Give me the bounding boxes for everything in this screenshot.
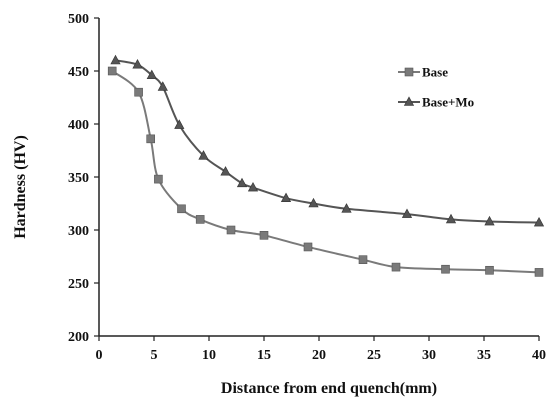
data-point-base-mo — [146, 69, 157, 80]
data-point-base — [534, 268, 544, 277]
data-point-base — [441, 264, 450, 274]
data-point-base — [177, 204, 186, 214]
y-tick-label: 400 — [68, 118, 89, 133]
y-tick-label: 200 — [68, 330, 89, 345]
legend: Base Base+Mo — [398, 65, 474, 110]
x-axis-title: Distance from end quench(mm) — [221, 380, 437, 397]
data-point-base-mo — [174, 119, 185, 129]
y-ticks: 200 250 300 350 400 450 500 — [68, 12, 99, 345]
x-tick-label: 15 — [257, 348, 271, 363]
data-point-base — [485, 265, 494, 275]
data-point-base-mo — [401, 208, 413, 218]
y-axis-title: Hardness (HV) — [12, 135, 29, 239]
data-point-base-mo — [132, 59, 143, 69]
legend-item-base: Base — [398, 65, 448, 80]
x-tick-label: 0 — [96, 348, 103, 363]
legend-marker — [404, 67, 414, 77]
legend-marker — [403, 96, 415, 106]
series-layer — [107, 54, 545, 277]
data-point-base-mo — [341, 203, 352, 213]
data-point-base-mo — [445, 213, 457, 224]
data-point-base-mo — [484, 215, 495, 226]
data-point-base — [226, 225, 236, 235]
legend-item-base-mo: Base+Mo — [398, 95, 474, 110]
data-point-base-mo — [247, 181, 259, 192]
data-point-base — [358, 255, 368, 264]
y-tick-label: 350 — [68, 171, 89, 186]
series-line-base — [111, 70, 540, 274]
data-point-base-mo — [198, 150, 209, 160]
axes — [98, 18, 539, 337]
data-point-base-mo — [220, 166, 231, 176]
data-point-base-mo — [110, 54, 121, 65]
y-tick-label: 300 — [68, 224, 89, 239]
data-point-base-mo — [280, 192, 292, 202]
data-point-base — [195, 215, 205, 224]
data-point-base — [259, 231, 269, 240]
x-tick-label: 10 — [202, 348, 216, 363]
data-point-base — [154, 174, 163, 184]
data-point-base-mo — [157, 81, 168, 91]
legend-label: Base — [422, 65, 448, 80]
x-tick-label: 30 — [422, 348, 436, 363]
data-point-base — [107, 66, 117, 76]
legend-label: Base+Mo — [422, 95, 474, 110]
series-line-base-mo — [115, 59, 540, 224]
x-tick-label: 20 — [312, 348, 326, 363]
x-tick-label: 40 — [532, 348, 546, 363]
x-tick-label: 25 — [367, 348, 381, 363]
data-point-base-mo — [308, 197, 319, 208]
data-point-base — [303, 242, 313, 252]
series-base-mo — [110, 54, 545, 227]
y-tick-label: 450 — [68, 65, 89, 80]
series-base — [107, 66, 544, 277]
y-tick-label: 500 — [68, 12, 89, 27]
data-point-base — [134, 87, 143, 97]
data-point-base — [146, 134, 155, 144]
x-tick-label: 35 — [477, 348, 491, 363]
x-tick-label: 5 — [151, 348, 158, 363]
data-point-base-mo — [533, 216, 545, 227]
y-tick-label: 250 — [68, 277, 89, 292]
data-point-base — [391, 262, 401, 272]
x-ticks: 0 5 10 15 20 25 30 35 40 — [96, 336, 546, 363]
data-point-base-mo — [236, 177, 248, 188]
